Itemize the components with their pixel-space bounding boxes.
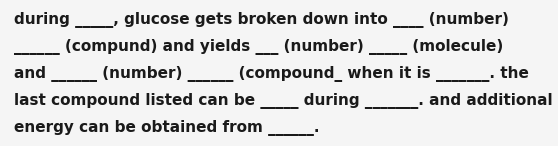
Text: ______ (compund) and yields ___ (number) _____ (molecule): ______ (compund) and yields ___ (number)… — [14, 39, 503, 55]
Text: last compound listed can be _____ during _______. and additional: last compound listed can be _____ during… — [14, 93, 552, 109]
Text: and ______ (number) ______ (compound_ when it is _______. the: and ______ (number) ______ (compound_ wh… — [14, 66, 529, 82]
Text: energy can be obtained from ______.: energy can be obtained from ______. — [14, 120, 319, 136]
Text: during _____, glucose gets broken down into ____ (number): during _____, glucose gets broken down i… — [14, 12, 509, 28]
